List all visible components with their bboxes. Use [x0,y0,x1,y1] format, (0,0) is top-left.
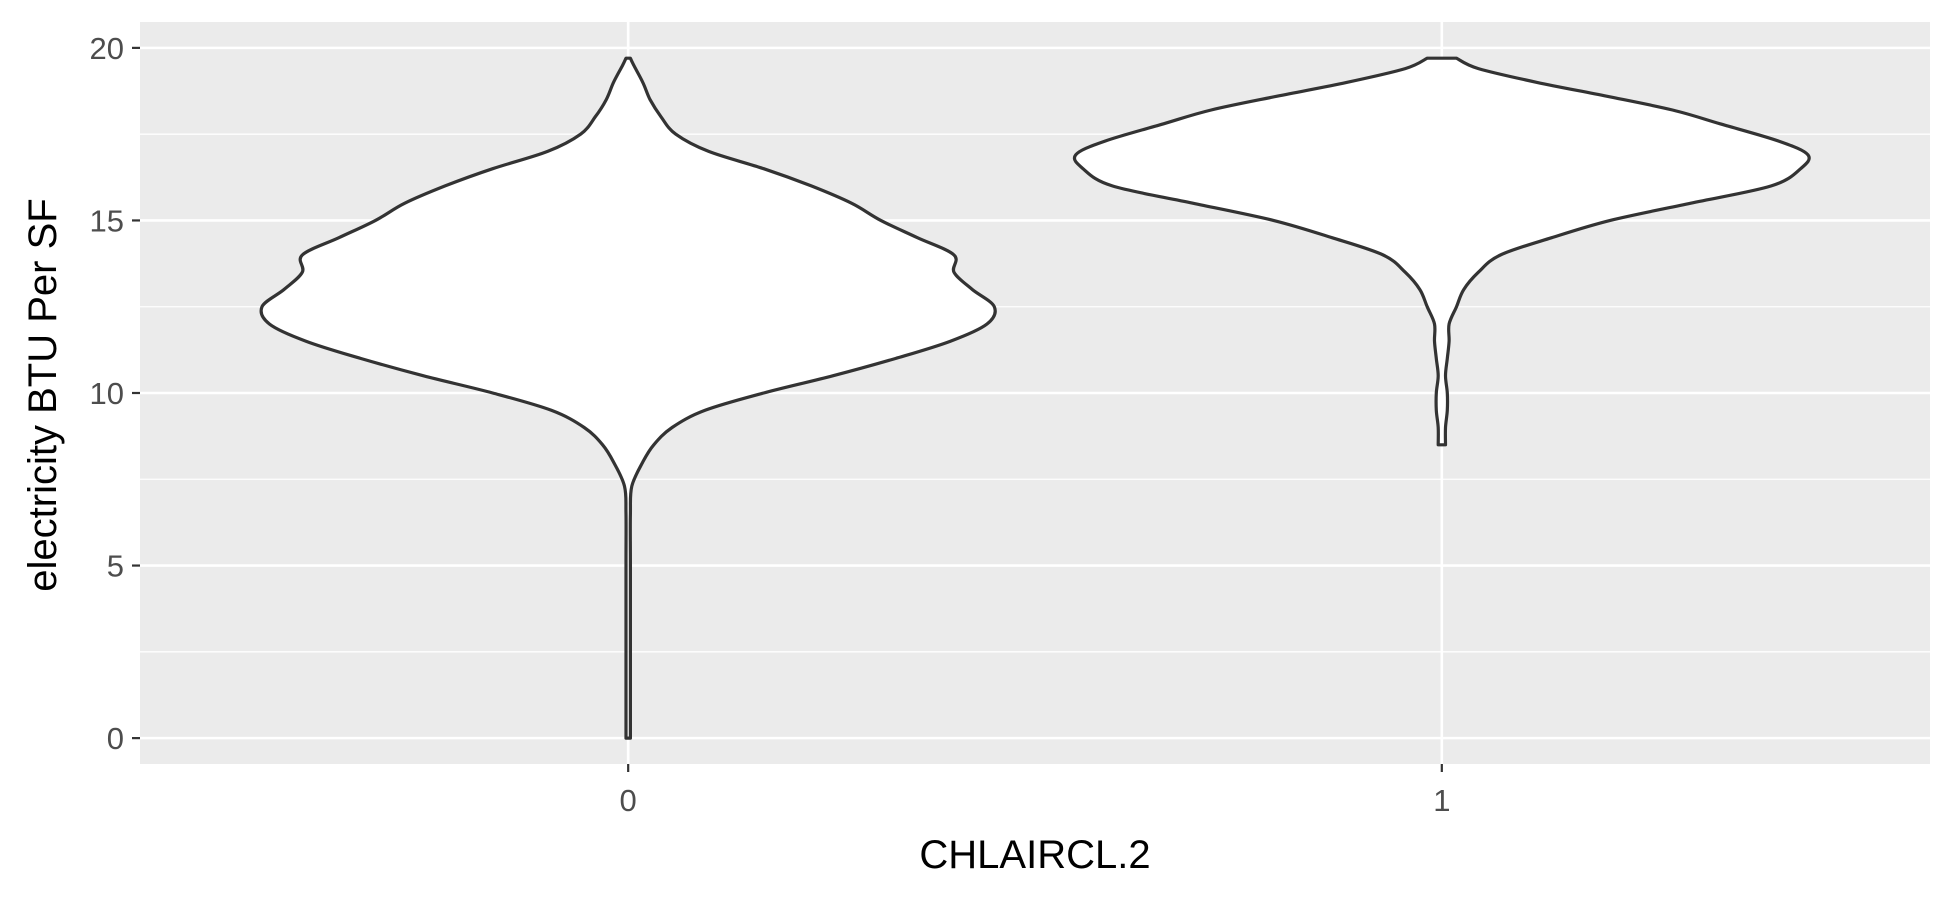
violin-1 [1072,56,1811,447]
y-tick-label: 10 [90,376,124,411]
x-tick-label: 0 [620,783,637,818]
y-tick-label: 20 [90,31,124,66]
x-tick-label: 1 [1433,783,1450,818]
y-tick-label: 5 [107,549,124,584]
y-tick-label: 15 [90,203,124,238]
y-axis-title: electricity BTU Per SF [21,198,65,591]
violin-0 [259,56,997,740]
x-axis-title: CHLAIRCL.2 [919,833,1150,877]
y-axis: 0 5 10 15 20 [90,31,140,756]
violins [259,56,1811,740]
y-tick-label: 0 [107,721,124,756]
